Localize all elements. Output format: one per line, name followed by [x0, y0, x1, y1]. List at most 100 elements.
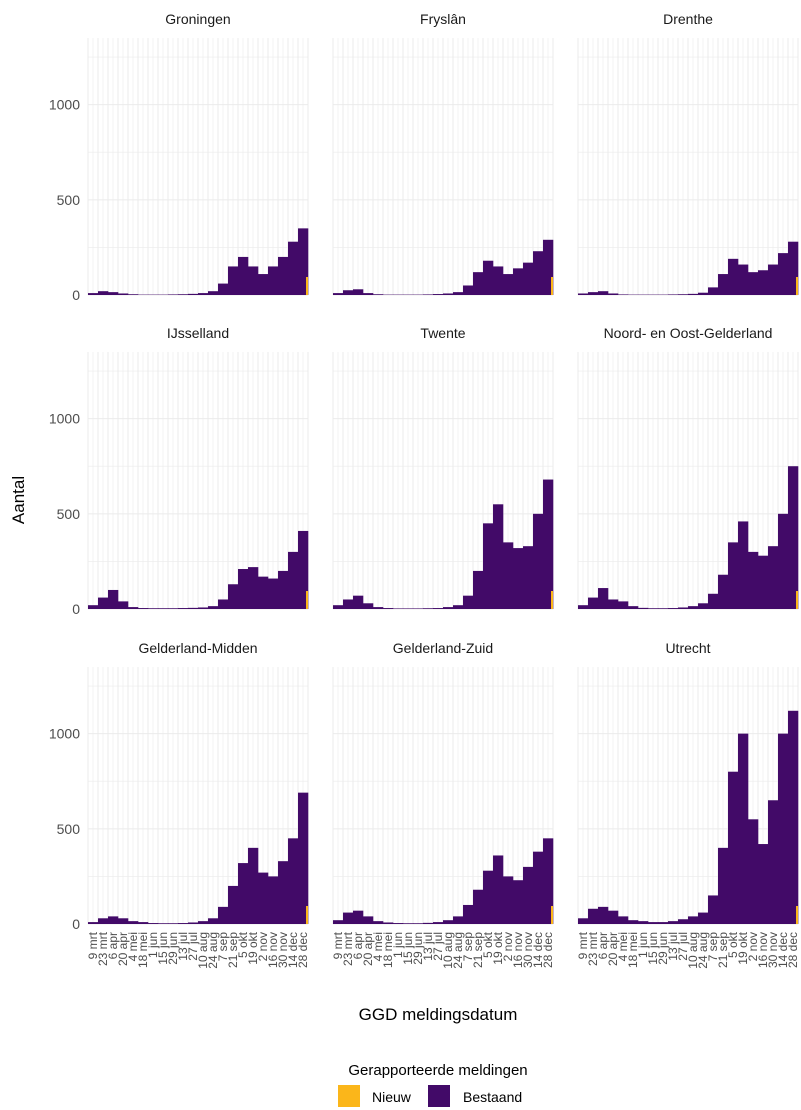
bar-4-15: [483, 523, 494, 609]
bar-0-21: [298, 228, 309, 295]
bar-7-11: [443, 920, 454, 924]
x-tick-label: 4 mei: [126, 932, 140, 961]
panel-3: IJsselland 0 500 1000: [49, 325, 309, 617]
bar-1-4: [373, 294, 384, 295]
panel-title: Fryslân: [420, 11, 466, 27]
bar-3-1: [98, 597, 109, 609]
bar-4-19: [523, 546, 534, 609]
bar-7-2: [353, 910, 364, 924]
bar-0-4: [128, 294, 139, 295]
bar-2-11: [688, 293, 699, 295]
bar-1-20: [533, 251, 544, 295]
bar-0-2: [108, 292, 119, 295]
bar-1-21: [543, 239, 554, 295]
bar-4-6: [393, 608, 404, 609]
bar-7-14: [473, 889, 484, 924]
bar-7-9: [423, 922, 434, 924]
bar-6-12: [208, 918, 219, 924]
x-tick-label: 1 jun: [391, 932, 405, 958]
bar-new-1: [551, 277, 553, 295]
bar-0-20: [288, 241, 299, 295]
bar-2-19: [768, 264, 779, 295]
bar-5-16: [738, 521, 749, 609]
bar-7-21: [543, 838, 554, 924]
bar-7-6: [393, 923, 404, 924]
bar-8-8: [658, 922, 669, 924]
bar-6-16: [248, 847, 259, 924]
bar-7-20: [533, 851, 544, 924]
legend-label-bestaand: Bestaand: [463, 1089, 522, 1105]
bar-2-3: [608, 293, 619, 295]
panel-title: Twente: [420, 325, 465, 341]
x-tick-label: 14 dec: [286, 932, 300, 968]
bar-1-2: [353, 289, 364, 295]
bar-6-18: [268, 876, 279, 924]
legend: Gerapporteerde meldingen Nieuw Bestaand: [338, 1062, 528, 1107]
bar-8-13: [708, 895, 719, 924]
bar-2-18: [758, 270, 769, 295]
bar-7-7: [403, 923, 414, 924]
bar-new-3: [306, 591, 308, 609]
bar-7-1: [343, 912, 354, 924]
x-tick-label: 27 jul: [431, 932, 445, 961]
x-tick-label: 16 nov: [511, 932, 525, 968]
x-tick-label: 24 aug: [696, 932, 710, 969]
facet-panels: Groningen 0 500 1000 Fryslân Drenthe IJssellan…: [49, 11, 799, 932]
bar-6-19: [278, 861, 289, 924]
x-tick-label: 6 apr: [106, 932, 120, 959]
bar-1-13: [463, 285, 474, 295]
x-tick-label: 9 mrt: [576, 931, 590, 959]
x-tick-label: 29 jun: [656, 932, 670, 965]
bar-5-10: [678, 607, 689, 609]
panel-title: IJsselland: [167, 325, 229, 341]
x-tick-label: 16 nov: [266, 932, 280, 968]
bar-7-13: [463, 904, 474, 924]
x-tick-label: 10 aug: [441, 932, 455, 969]
x-tick-label: 14 dec: [776, 932, 790, 968]
x-tick-label: 5 okt: [481, 931, 495, 958]
bar-5-1: [588, 597, 599, 609]
bar-5-19: [768, 546, 779, 609]
bar-new-8: [796, 906, 798, 924]
legend-swatch-bestaand: [428, 1085, 450, 1107]
x-tick-label: 30 nov: [276, 932, 290, 968]
x-tick-label: 6 apr: [351, 932, 365, 959]
bar-1-15: [483, 260, 494, 295]
bar-7-12: [453, 916, 464, 924]
bar-4-13: [463, 595, 474, 609]
bar-6-14: [228, 885, 239, 924]
bar-1-18: [513, 268, 524, 295]
bar-4-18: [513, 548, 524, 609]
bar-5-14: [718, 574, 729, 609]
x-tick-label: 23 mrt: [341, 931, 355, 966]
y-tick-label: 1000: [49, 97, 80, 113]
bar-5-5: [628, 606, 639, 609]
bar-0-0: [88, 293, 99, 295]
bar-6-15: [238, 863, 249, 924]
panel-title: Utrecht: [665, 640, 710, 656]
bar-0-9: [178, 294, 189, 295]
x-tick-label: 18 mei: [136, 932, 150, 968]
panel-title: Gelderland-Zuid: [393, 640, 493, 656]
panel-2: Drenthe: [577, 11, 799, 296]
bar-3-10: [188, 607, 199, 609]
bar-3-14: [228, 584, 239, 609]
x-tick-label: 13 jul: [176, 932, 190, 961]
x-tick-label: 30 nov: [766, 932, 780, 968]
panel-title: Drenthe: [663, 11, 713, 27]
bar-3-2: [108, 589, 119, 609]
bar-8-4: [618, 916, 629, 924]
x-tick-label: 28 dec: [541, 932, 555, 968]
bar-6-11: [198, 921, 209, 924]
x-tick-label: 2 nov: [256, 932, 270, 961]
bar-4-12: [453, 605, 464, 609]
bar-3-13: [218, 599, 229, 609]
bar-1-9: [423, 294, 434, 295]
y-tick-label: 0: [72, 601, 80, 617]
bar-6-4: [128, 921, 139, 924]
bar-5-8: [658, 608, 669, 609]
x-tick-label: 15 jun: [646, 932, 660, 965]
bar-1-10: [433, 294, 444, 295]
